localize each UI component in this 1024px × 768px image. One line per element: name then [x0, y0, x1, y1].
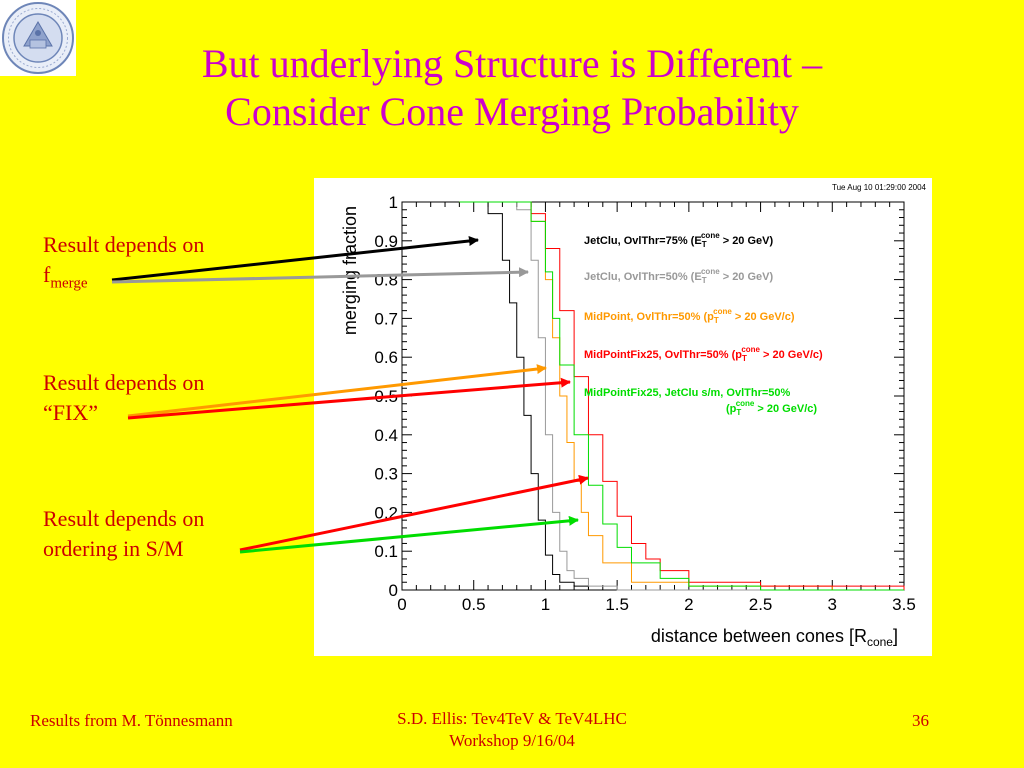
- chart-background: [314, 178, 932, 656]
- y-tick-label: 0.1: [374, 542, 398, 561]
- chart-timestamp: Tue Aug 10 01:29:00 2004: [832, 183, 927, 192]
- arrow-gray: [111, 267, 529, 284]
- legend-entry-4: MidPointFix25, JetClu s/m, OvlThr=50%: [584, 387, 791, 399]
- note-fmerge-subscript: merge: [50, 275, 88, 292]
- x-tick-label: 3.5: [892, 595, 916, 614]
- note-fix-line1: Result depends on: [43, 370, 205, 395]
- note-ordering: Result depends on ordering in S/M: [43, 504, 204, 564]
- note-fix: Result depends on “FIX”: [43, 368, 204, 428]
- x-axis-label-sub: cone: [867, 635, 893, 649]
- legend-entry-0: JetClu, OvlThr=75% (ETcone > 20 GeV): [584, 231, 773, 249]
- x-tick-label: 1.5: [605, 595, 629, 614]
- footer-center-line1: S.D. Ellis: Tev4TeV & TeV4LHC: [397, 709, 627, 728]
- y-tick-label: 0: [389, 581, 398, 600]
- note-fix-line2: “FIX”: [43, 400, 98, 425]
- title-line-2: Consider Cone Merging Probability: [225, 89, 799, 134]
- y-tick-label: 0.7: [374, 309, 398, 328]
- page-number: 36: [912, 711, 929, 730]
- legend-entry-2: MidPoint, OvlThr=50% (pTcone > 20 GeV/c): [584, 307, 795, 325]
- x-tick-label: 0.5: [462, 595, 486, 614]
- x-tick-label: 1: [541, 595, 550, 614]
- x-tick-label: 2: [684, 595, 693, 614]
- y-tick-label: 0.9: [374, 232, 398, 251]
- note-fmerge: Result depends on fmerge: [43, 230, 204, 298]
- footer-credit: Results from M. Tönnesmann: [30, 711, 233, 730]
- note-fmerge-line1: Result depends on: [43, 232, 205, 257]
- slide-title: But underlying Structure is Different – …: [60, 40, 964, 136]
- y-tick-label: 0.6: [374, 348, 398, 367]
- y-tick-label: 1: [389, 193, 398, 212]
- note-ordering-line1: Result depends on: [43, 506, 205, 531]
- merging-fraction-chart: Tue Aug 10 01:29:00 2004 0 0.1 0.2 0.3 0.4 0.…: [314, 178, 932, 656]
- arrow-red-fix: [127, 377, 571, 420]
- x-tick-label: 3: [828, 595, 837, 614]
- legend-entry-4-line2: (pTcone > 20 GeV/c): [726, 399, 817, 417]
- y-tick-label: 0.3: [374, 465, 398, 484]
- footer-center-line2: Workshop 9/16/04: [449, 731, 575, 750]
- footer-center: S.D. Ellis: Tev4TeV & TeV4LHC Workshop 9…: [372, 708, 652, 752]
- legend-entry-3: MidPointFix25, OvlThr=50% (pTcone > 20 G…: [584, 345, 823, 363]
- series-line-4: [459, 201, 904, 591]
- x-tick-label: 0: [397, 595, 406, 614]
- title-line-1: But underlying Structure is Different –: [201, 41, 823, 86]
- x-tick-label: 2.5: [749, 595, 773, 614]
- legend-entry-1: JetClu, OvlThr=50% (ETcone > 20 GeV): [584, 267, 773, 285]
- chart-svg: Tue Aug 10 01:29:00 2004 00.10.20.30.40.…: [314, 178, 932, 656]
- y-tick-label: 0.4: [374, 426, 398, 445]
- note-ordering-line2: ordering in S/M: [43, 536, 184, 561]
- series-line-0: [459, 201, 618, 591]
- arrow-black: [111, 236, 479, 282]
- arrow-red-order: [239, 474, 589, 552]
- x-axis-label: distance between cones [Rcone]: [651, 626, 898, 649]
- arrow-orange: [127, 364, 547, 418]
- note-fmerge-line2: fmerge: [43, 262, 88, 292]
- series-line-1: [459, 201, 904, 591]
- university-seal-logo: [0, 0, 76, 76]
- arrow-green: [239, 515, 579, 554]
- y-axis-label: merging fraction: [340, 206, 360, 335]
